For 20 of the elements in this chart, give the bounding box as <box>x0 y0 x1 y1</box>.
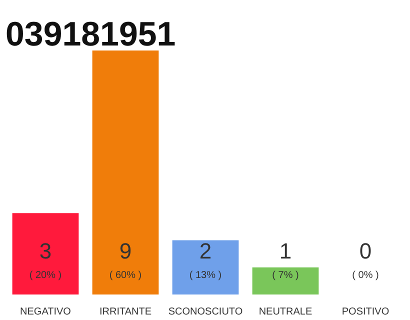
x-tick-label: NEUTRALE <box>258 306 312 318</box>
x-tick-label: SCONOSCIUTO <box>168 306 243 318</box>
annotation: ( 60% ) <box>109 270 142 281</box>
annotation: ( 0% ) <box>352 270 379 281</box>
x-tick-label: POSITIVO <box>342 306 390 318</box>
annotation: ( 20% ) <box>29 270 62 281</box>
annotation: ( 13% ) <box>189 270 222 281</box>
chart-title: 039181951 <box>6 16 176 54</box>
data-label: 3 <box>39 238 52 264</box>
x-tick-label: IRRITANTE <box>99 306 152 318</box>
bar <box>92 50 159 294</box>
bar <box>12 213 79 294</box>
data-label: 1 <box>279 238 292 264</box>
x-tick-label: NEGATIVO <box>20 306 72 318</box>
bar <box>252 267 319 294</box>
data-label: 9 <box>119 238 132 264</box>
data-label: 2 <box>199 238 212 264</box>
annotation: ( 7% ) <box>272 270 299 281</box>
data-label: 0 <box>359 238 372 264</box>
bar <box>172 240 239 294</box>
